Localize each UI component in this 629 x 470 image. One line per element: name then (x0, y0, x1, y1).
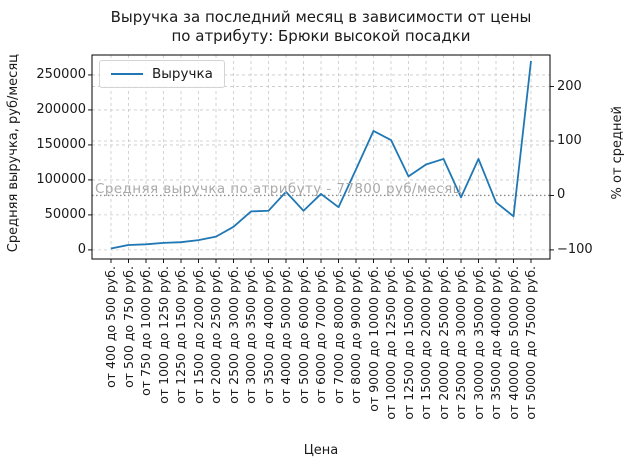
legend: Выручка (99, 60, 225, 88)
x-tick-label: от 9000 до 10000 руб. (365, 266, 381, 412)
x-tick-label: от 1500 до 2000 руб. (190, 266, 206, 404)
y-axis-label-left-text: Средняя выручка, руб/месяц (6, 53, 21, 253)
y-tick-label-left: 150000 (36, 136, 86, 152)
x-tick-label: от 3500 до 4000 руб. (260, 266, 276, 404)
y-axis-label-right: % от средней (610, 46, 625, 260)
x-tick-label: от 2000 до 2500 руб. (208, 266, 223, 404)
y-tick-label-left: 0 (77, 241, 86, 257)
x-tick-label: от 400 до 500 руб. (103, 266, 118, 388)
y-tick-label-right: 0 (557, 187, 566, 203)
legend-line-sample (111, 73, 143, 75)
x-tick-label: от 6000 до 7000 руб. (313, 266, 328, 404)
x-tick-label: от 50000 до 75000 руб. (523, 266, 538, 420)
y-tick-label-right: 100 (557, 133, 582, 148)
chart-title: Выручка за последний месяц в зависимости… (92, 8, 550, 46)
x-tick-label: от 7000 до 8000 руб. (330, 266, 346, 404)
x-tick-label: от 20000 до 25000 руб. (435, 266, 451, 420)
revenue-line (110, 60, 532, 250)
x-tick-label: от 4000 до 5000 руб. (278, 266, 293, 404)
x-tick-label: от 25000 до 30000 руб. (453, 266, 468, 420)
chart-title-line2: по атрибуту: Брюки высокой посадки (171, 27, 471, 45)
x-tick-label: от 35000 до 40000 руб. (488, 266, 503, 420)
y-tick-label-right: 200 (557, 78, 582, 94)
y-tick-label-left: 200000 (36, 101, 86, 117)
x-tick-label: от 15000 до 20000 руб. (418, 266, 433, 420)
x-axis-label: Цена (303, 443, 339, 458)
x-tick-label: от 500 до 750 руб. (120, 266, 136, 388)
x-tick-label: от 12500 до 15000 руб. (400, 266, 416, 420)
x-tick-label: от 30000 до 35000 руб. (470, 266, 486, 420)
x-tick-label: от 8000 до 9000 руб. (348, 266, 363, 404)
x-tick-label: от 3000 до 3500 руб. (243, 266, 258, 404)
x-tick-label: от 10000 до 12500 руб. (383, 266, 398, 420)
mean-revenue-annotation: Средняя выручка по атрибуту - 77800 руб/… (95, 181, 463, 197)
x-tick-label: от 1250 до 1500 руб. (173, 266, 188, 404)
chart-title-line1: Выручка за последний месяц в зависимости… (110, 8, 532, 26)
x-tick-label: от 1000 до 1250 руб. (155, 266, 171, 404)
y-tick-label-left: 50000 (44, 206, 86, 222)
x-tick-label: от 2500 до 3000 руб. (225, 266, 241, 404)
legend-series-label: Выручка (152, 66, 213, 82)
y-axis-label-right-text: % от средней (610, 106, 625, 200)
y-tick-label-left: 250000 (36, 66, 86, 82)
x-tick-label: от 750 до 1000 руб. (138, 266, 153, 396)
y-tick-label-right: −100 (557, 241, 593, 257)
y-tick-label-left: 100000 (36, 171, 86, 187)
x-tick-label: от 40000 до 50000 руб. (505, 266, 521, 420)
x-tick-label: от 5000 до 6000 руб. (295, 266, 311, 404)
